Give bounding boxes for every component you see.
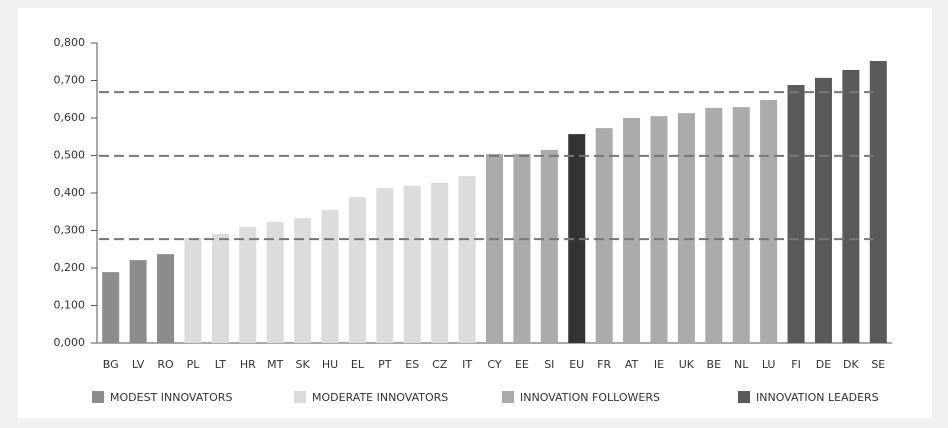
x-tick-label: FI	[791, 358, 801, 371]
bar	[540, 149, 558, 343]
x-tick-label: BE	[707, 358, 722, 371]
legend-swatch	[92, 391, 104, 403]
bar	[129, 260, 147, 343]
bar	[869, 61, 887, 343]
x-tick-label: FR	[597, 358, 611, 371]
bar	[348, 197, 366, 343]
x-tick-label: HR	[240, 358, 256, 371]
bar	[842, 70, 860, 343]
bar	[677, 113, 695, 343]
bar	[376, 188, 394, 343]
x-tick-label: CY	[487, 358, 501, 371]
bar	[321, 209, 339, 343]
y-tick-label: 0,400	[54, 186, 86, 199]
bar	[294, 218, 312, 343]
bar	[650, 116, 668, 343]
bar	[595, 128, 613, 343]
bar	[568, 134, 586, 343]
bar	[157, 254, 175, 343]
bar	[705, 107, 723, 343]
x-tick-label: BG	[103, 358, 119, 371]
x-tick-label: LV	[132, 358, 145, 371]
bar	[458, 176, 476, 343]
bar	[814, 77, 832, 343]
x-tick-label: IT	[462, 358, 472, 371]
legend-swatch	[502, 391, 514, 403]
x-tick-label: SI	[544, 358, 554, 371]
x-tick-label: LT	[215, 358, 227, 371]
x-tick-label: DE	[816, 358, 831, 371]
legend-swatch	[294, 391, 306, 403]
bar	[266, 221, 284, 343]
legend-label: INNOVATION LEADERS	[756, 391, 879, 404]
x-tick-label: UK	[679, 358, 695, 371]
x-tick-label: EE	[515, 358, 529, 371]
bar	[513, 154, 531, 343]
legend-label: MODERATE INNOVATORS	[312, 391, 448, 404]
x-tick-label: MT	[267, 358, 283, 371]
x-tick-label: LU	[762, 358, 776, 371]
x-tick-label: PL	[187, 358, 201, 371]
bar	[184, 238, 202, 343]
y-tick-label: 0,200	[54, 261, 86, 274]
y-tick-label: 0,100	[54, 299, 86, 312]
y-tick-label: 0,300	[54, 224, 86, 237]
x-tick-label: ES	[405, 358, 419, 371]
x-tick-label: SE	[871, 358, 885, 371]
x-tick-label: DK	[843, 358, 859, 371]
legend-swatch	[738, 391, 750, 403]
bar	[486, 154, 503, 343]
x-tick-label: CZ	[432, 358, 448, 371]
bar	[787, 85, 805, 343]
y-tick-label: 0,700	[54, 74, 86, 87]
y-tick-label: 0,000	[54, 336, 86, 349]
x-tick-label: AT	[625, 358, 639, 371]
x-tick-label: EL	[351, 358, 365, 371]
bar	[102, 272, 120, 343]
y-tick-label: 0,800	[54, 36, 86, 49]
legend-label: MODEST INNOVATORS	[110, 391, 232, 404]
legend-label: INNOVATION FOLLOWERS	[520, 391, 660, 404]
x-tick-label: NL	[734, 358, 749, 371]
x-tick-label: HU	[322, 358, 338, 371]
bar	[239, 227, 257, 343]
x-tick-label: PT	[378, 358, 392, 371]
bar	[760, 100, 778, 343]
x-tick-label: IE	[654, 358, 664, 371]
x-tick-label: RO	[157, 358, 174, 371]
bar	[431, 182, 449, 343]
x-tick-label: SK	[296, 358, 311, 371]
bar	[623, 118, 641, 343]
bar	[403, 185, 421, 343]
y-tick-label: 0,600	[54, 111, 86, 124]
y-tick-label: 0,500	[54, 149, 86, 162]
x-tick-label: EU	[569, 358, 584, 371]
bar	[211, 233, 229, 343]
bar	[732, 107, 750, 343]
